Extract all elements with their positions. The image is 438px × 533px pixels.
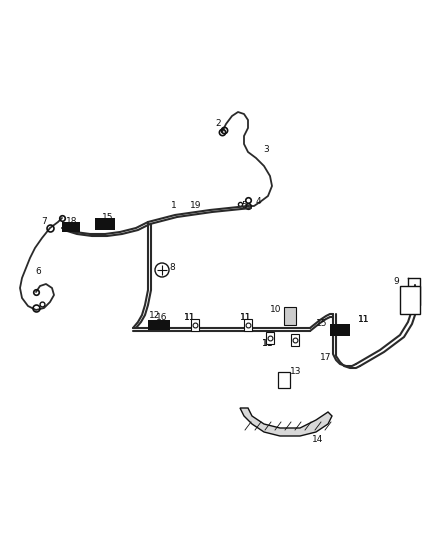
Bar — [191, 319, 199, 331]
Circle shape — [155, 263, 169, 277]
Text: 8: 8 — [169, 263, 175, 272]
Text: 13: 13 — [290, 367, 302, 376]
Text: 17: 17 — [320, 353, 332, 362]
Bar — [291, 334, 299, 346]
Text: 4: 4 — [255, 198, 261, 206]
Text: 16: 16 — [156, 313, 168, 322]
Text: 5: 5 — [241, 200, 247, 209]
Bar — [62, 222, 80, 232]
Text: 9: 9 — [393, 278, 399, 287]
Text: 11: 11 — [262, 340, 274, 349]
Text: 7: 7 — [41, 217, 47, 227]
Text: 11: 11 — [358, 316, 370, 325]
Bar — [330, 324, 350, 336]
Bar — [244, 319, 252, 331]
Text: 1: 1 — [171, 200, 177, 209]
Text: 15: 15 — [102, 214, 114, 222]
Bar — [266, 332, 274, 344]
Text: 6: 6 — [35, 268, 41, 277]
Text: 18: 18 — [66, 217, 78, 227]
Bar — [278, 372, 290, 388]
Polygon shape — [240, 408, 332, 436]
Bar — [284, 307, 296, 325]
Text: 11: 11 — [262, 340, 274, 349]
Text: 15: 15 — [316, 319, 328, 328]
Text: 10: 10 — [270, 305, 282, 314]
Bar — [148, 320, 170, 330]
Text: 3: 3 — [263, 146, 269, 155]
Text: 2: 2 — [215, 119, 221, 128]
Bar — [95, 218, 115, 230]
Text: 11: 11 — [358, 316, 370, 325]
Text: 11: 11 — [184, 313, 196, 322]
Text: 11: 11 — [240, 313, 252, 322]
Text: 11: 11 — [184, 313, 196, 322]
Text: 14: 14 — [312, 435, 324, 445]
Text: 11: 11 — [240, 313, 252, 322]
Text: 12: 12 — [149, 311, 161, 319]
Text: 19: 19 — [190, 200, 202, 209]
Bar — [400, 286, 420, 314]
